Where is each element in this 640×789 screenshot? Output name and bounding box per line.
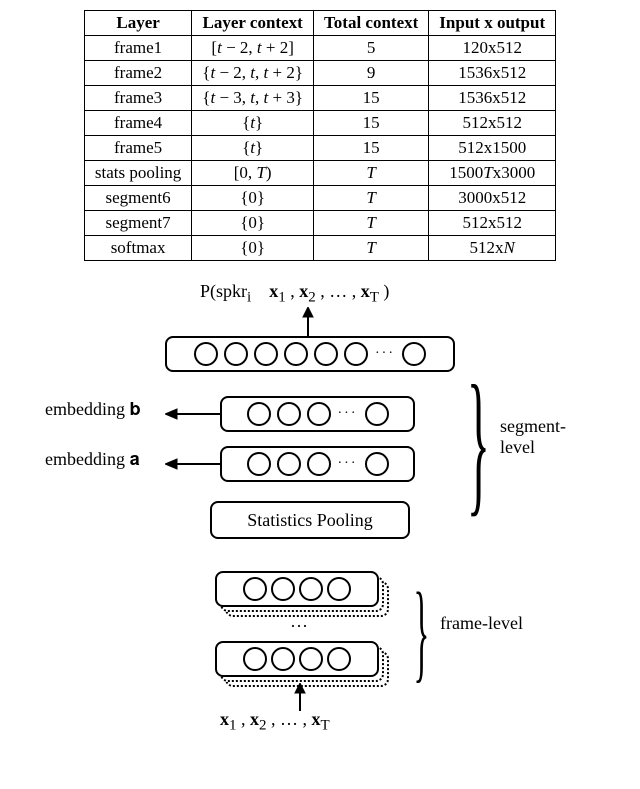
table-cell: [t − 2, t + 2] [192,36,314,61]
brace-frame: } [413,566,429,696]
table-cell: segment7 [84,211,191,236]
table-cell: 512xN [429,236,556,261]
table-cell: segment6 [84,186,191,211]
table-cell: {t} [192,111,314,136]
table-cell: frame5 [84,136,191,161]
stats-pooling-label: Statistics Pooling [247,510,373,531]
table-cell: 9 [314,61,429,86]
architecture-table: Layer Layer context Total context Input … [84,10,556,261]
frame-vdots: ··· [290,616,308,637]
table-cell: 512x512 [429,211,556,236]
table-cell: frame1 [84,36,191,61]
frame-level-label: frame-level [440,613,523,634]
table-row: frame3{t − 3, t, t + 3}151536x512 [84,86,555,111]
table-row: frame5{t}15512x1500 [84,136,555,161]
table-cell: 3000x512 [429,186,556,211]
stats-pooling-box: Statistics Pooling [210,501,410,539]
table-cell: frame4 [84,111,191,136]
table-cell: 15 [314,111,429,136]
table-cell: 1536x512 [429,61,556,86]
table-cell: 5 [314,36,429,61]
col-context: Layer context [192,11,314,36]
table-row: frame4{t}15512x512 [84,111,555,136]
table-cell: 1536x512 [429,86,556,111]
table-row: frame1[t − 2, t + 2]5120x512 [84,36,555,61]
table-cell: softmax [84,236,191,261]
table-row: softmax{0}T512xN [84,236,555,261]
input-x-label: x1 , x2 , … , xT [220,709,330,735]
table-cell: {t} [192,136,314,161]
embedding-b-label: embedding 𝐛 [45,399,141,420]
table-cell: 15 [314,136,429,161]
segment-level-label: segment-level [500,416,566,458]
table-cell: [0, T) [192,161,314,186]
table-cell: T [314,236,429,261]
table-row: segment6{0}T3000x512 [84,186,555,211]
table-cell: 1500Tx3000 [429,161,556,186]
table-cell: 15 [314,86,429,111]
table-row: segment7{0}T512x512 [84,211,555,236]
table-cell: 512x1500 [429,136,556,161]
col-layer: Layer [84,11,191,36]
architecture-diagram: P(spkri x1 , x2 , … , xT ) ··· ··· embed… [10,281,630,761]
table-row: stats pooling[0, T)T1500Tx3000 [84,161,555,186]
table-header-row: Layer Layer context Total context Input … [84,11,555,36]
table-cell: T [314,161,429,186]
table-row: frame2{t − 2, t, t + 2}91536x512 [84,61,555,86]
table-cell: {0} [192,211,314,236]
prob-label: P(spkri x1 , x2 , … , xT ) [200,281,389,307]
embedding-a-label: embedding 𝐚 [45,449,140,470]
layer-seg6: ··· [220,446,415,482]
table-cell: {t − 2, t, t + 2} [192,61,314,86]
table-cell: 120x512 [429,36,556,61]
col-total: Total context [314,11,429,36]
table-cell: T [314,211,429,236]
table-cell: {t − 3, t, t + 3} [192,86,314,111]
brace-segment: } [467,336,490,546]
table-cell: {0} [192,236,314,261]
col-io: Input x output [429,11,556,36]
table-cell: 512x512 [429,111,556,136]
table-cell: frame3 [84,86,191,111]
layer-top: ··· [165,336,455,372]
table-cell: stats pooling [84,161,191,186]
layer-seg7: ··· [220,396,415,432]
table-cell: T [314,186,429,211]
table-cell: frame2 [84,61,191,86]
table-cell: {0} [192,186,314,211]
